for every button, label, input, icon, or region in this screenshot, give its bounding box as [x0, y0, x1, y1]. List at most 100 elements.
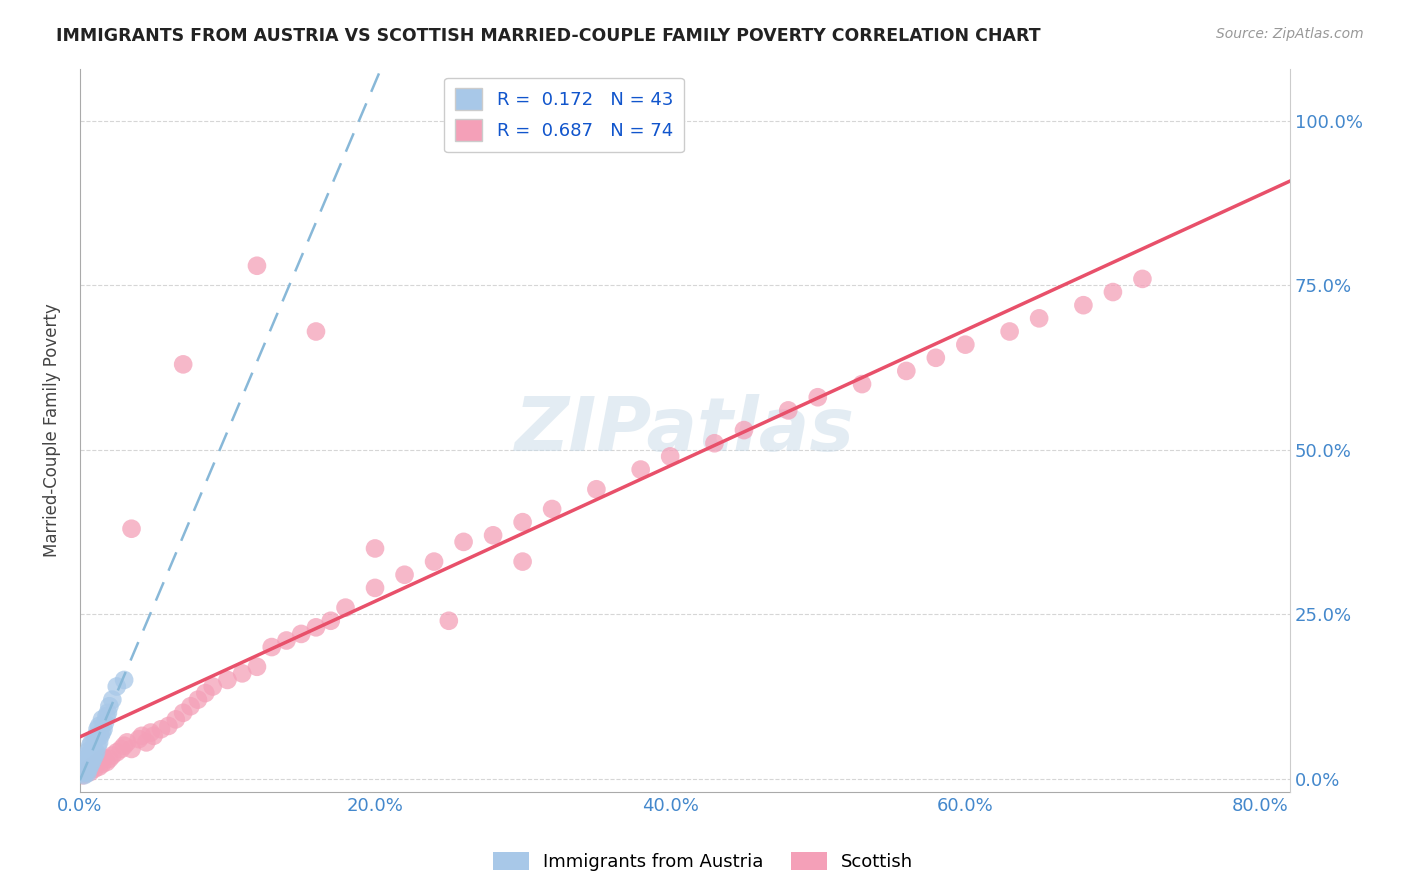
Point [112, 673, 135, 687]
Point [97, 706, 120, 720]
Point [76, 748, 98, 763]
Point [91, 725, 114, 739]
Point [659, 450, 682, 464]
Point [80, 747, 103, 761]
Point [79, 758, 101, 772]
Point [76, 757, 98, 772]
Point [77, 753, 100, 767]
Point [77, 762, 100, 776]
Point [121, 742, 143, 756]
Point [1132, 272, 1154, 286]
Point [76, 766, 98, 780]
Point [585, 483, 607, 497]
Point [82, 742, 104, 756]
Point [70, 764, 93, 779]
Point [246, 259, 269, 273]
Point [139, 725, 162, 739]
Point [180, 699, 202, 714]
Point [82, 758, 104, 772]
Point [630, 462, 652, 476]
Point [72, 762, 94, 776]
Point [96, 755, 118, 769]
Point [335, 600, 357, 615]
Point [512, 555, 534, 569]
Point [86, 723, 108, 737]
Legend: Immigrants from Austria, Scottish: Immigrants from Austria, Scottish [485, 845, 921, 879]
Point [172, 357, 194, 371]
Point [165, 712, 187, 726]
Point [84, 757, 107, 772]
Point [851, 377, 873, 392]
Text: IMMIGRANTS FROM AUSTRIA VS SCOTTISH MARRIED-COUPLE FAMILY POVERTY CORRELATION CH: IMMIGRANTS FROM AUSTRIA VS SCOTTISH MARR… [56, 27, 1040, 45]
Point [955, 337, 977, 351]
Point [80, 735, 103, 749]
Point [72, 768, 94, 782]
Point [73, 768, 96, 782]
Point [101, 748, 124, 763]
Point [87, 719, 110, 733]
Point [201, 680, 224, 694]
Point [733, 423, 755, 437]
Point [73, 755, 96, 769]
Point [91, 712, 114, 726]
Point [187, 692, 209, 706]
Point [305, 325, 328, 339]
Point [437, 614, 460, 628]
Point [260, 640, 283, 654]
Point [217, 673, 239, 687]
Point [131, 729, 153, 743]
Point [305, 620, 328, 634]
Point [79, 764, 101, 779]
Point [135, 735, 157, 749]
Point [276, 633, 298, 648]
Point [86, 739, 108, 753]
Point [93, 750, 115, 764]
Point [115, 735, 138, 749]
Point [142, 729, 165, 743]
Point [83, 732, 105, 747]
Point [290, 627, 312, 641]
Point [87, 735, 110, 749]
Point [73, 764, 96, 778]
Point [90, 729, 112, 743]
Point [73, 758, 96, 772]
Point [121, 522, 143, 536]
Point [91, 757, 114, 772]
Point [1028, 311, 1050, 326]
Point [98, 752, 121, 766]
Point [703, 436, 725, 450]
Point [157, 719, 180, 733]
Point [90, 753, 112, 767]
Point [541, 502, 564, 516]
Point [319, 614, 342, 628]
Point [75, 760, 97, 774]
Point [512, 515, 534, 529]
Point [896, 364, 918, 378]
Point [112, 739, 135, 753]
Point [77, 762, 100, 776]
Point [925, 351, 948, 365]
Point [79, 748, 101, 763]
Point [423, 555, 446, 569]
Y-axis label: Married-Couple Family Poverty: Married-Couple Family Poverty [44, 303, 60, 557]
Point [76, 764, 98, 778]
Point [105, 745, 128, 759]
Point [482, 528, 505, 542]
Point [246, 660, 269, 674]
Legend: R =  0.172   N = 43, R =  0.687   N = 74: R = 0.172 N = 43, R = 0.687 N = 74 [444, 78, 683, 153]
Point [807, 390, 830, 404]
Point [83, 748, 105, 763]
Point [93, 723, 115, 737]
Point [1102, 285, 1125, 299]
Point [84, 729, 107, 743]
Point [75, 752, 97, 766]
Point [77, 744, 100, 758]
Point [96, 709, 118, 723]
Point [128, 732, 150, 747]
Point [231, 666, 253, 681]
Point [79, 739, 101, 753]
Point [364, 581, 387, 595]
Point [98, 699, 121, 714]
Point [94, 715, 117, 730]
Point [80, 755, 103, 769]
